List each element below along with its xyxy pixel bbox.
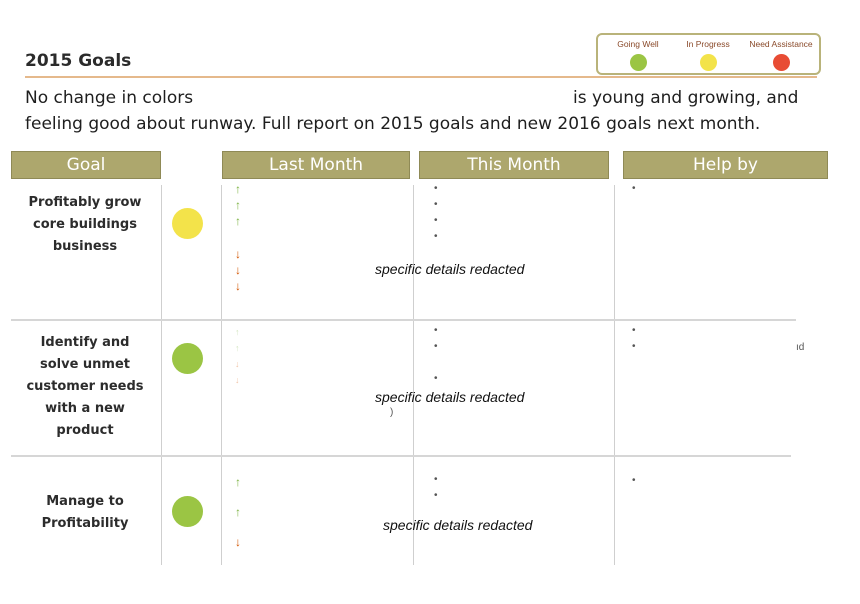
bullet-icon: • (434, 341, 438, 352)
legend-label: Going Well (617, 39, 659, 49)
help-by-bullets-row-2: • • (632, 323, 636, 355)
intro-line-1-left: No change in colors (25, 88, 194, 108)
column-divider (614, 185, 615, 565)
page-title: 2015 Goals (25, 51, 132, 71)
up-arrow-icon: ↑ (235, 214, 241, 228)
bullet-icon: • (632, 183, 636, 194)
text-fragment: ) (390, 407, 394, 418)
redacted-note-row-1: specific details redacted (375, 261, 525, 277)
up-arrow-icon: ↑ (235, 198, 241, 212)
last-month-arrows-row-1: ↑ ↑ ↑ ↓ ↓ ↓ (235, 181, 241, 294)
green-status-dot-icon (172, 343, 203, 374)
down-arrow-icon: ↓ (235, 375, 240, 385)
last-month-arrows-row-3: ↑ ↑ ↓ (235, 474, 241, 550)
legend-label: Need Assistance (749, 39, 813, 49)
green-status-dot-icon (172, 496, 203, 527)
bullet-icon: • (434, 474, 438, 485)
header-last-month: Last Month (222, 151, 410, 179)
bullet-icon: • (632, 325, 636, 336)
column-divider (161, 185, 162, 565)
bullet-icon: • (434, 215, 438, 226)
row-divider (11, 319, 796, 321)
bullet-icon: • (434, 373, 438, 384)
this-month-bullets-row-1: • • • • (434, 181, 438, 245)
row-divider (11, 455, 791, 457)
help-by-text-fragment: ıd (796, 342, 805, 353)
bullet-icon: • (434, 490, 438, 501)
down-arrow-icon: ↓ (235, 279, 241, 293)
goal-row-1-label: Profitably grow core buildings business (28, 195, 142, 254)
down-arrow-icon: ↓ (235, 535, 241, 549)
down-arrow-icon: ↓ (235, 359, 240, 369)
bullet-icon: • (632, 341, 636, 352)
header-goal: Goal (11, 151, 161, 179)
green-status-dot-icon (629, 54, 647, 71)
status-legend: Going Well In Progress Need Assistance (596, 33, 821, 75)
bullet-icon: • (632, 475, 636, 486)
down-arrow-icon: ↓ (235, 247, 241, 261)
legend-item-need-assistance: Need Assistance (741, 39, 821, 71)
legend-item-in-progress: In Progress (668, 39, 748, 71)
yellow-status-dot-icon (172, 208, 203, 239)
redacted-note-row-3: specific details redacted (383, 517, 533, 533)
bullet-icon: • (434, 231, 438, 242)
goal-row-2-label: Identify and solve unmet customer needs … (26, 335, 144, 438)
legend-label: In Progress (686, 39, 730, 49)
header-help-by: Help by (623, 151, 828, 179)
up-arrow-icon: ↑ (235, 505, 241, 519)
this-month-bullets-row-3: • • (434, 472, 438, 504)
intro-line-1-right: is young and growing, and (573, 88, 799, 108)
bullet-icon: • (434, 325, 438, 336)
redacted-note-row-2: specific details redacted (375, 389, 525, 405)
bullet-icon: • (434, 183, 438, 194)
intro-line-2: feeling good about runway. Full report o… (25, 114, 761, 134)
redaction-mask (240, 321, 262, 381)
column-divider (413, 185, 414, 565)
legend-item-going-well: Going Well (598, 39, 678, 71)
up-arrow-icon: ↑ (235, 327, 240, 337)
yellow-status-dot-icon (699, 54, 717, 71)
bullet-icon: • (434, 199, 438, 210)
goal-row-3-label: Manage to Profitability (41, 494, 129, 531)
down-arrow-icon: ↓ (235, 263, 241, 277)
last-month-arrows-row-2: ↑ ↑ ↓ ↓ (235, 324, 240, 388)
red-status-dot-icon (772, 54, 790, 71)
header-this-month: This Month (419, 151, 609, 179)
up-arrow-icon: ↑ (235, 343, 240, 353)
up-arrow-icon: ↑ (235, 475, 241, 489)
title-divider (25, 76, 817, 78)
this-month-bullets-row-2: • • • (434, 323, 438, 387)
up-arrow-icon: ↑ (235, 182, 241, 196)
column-divider (221, 185, 222, 565)
